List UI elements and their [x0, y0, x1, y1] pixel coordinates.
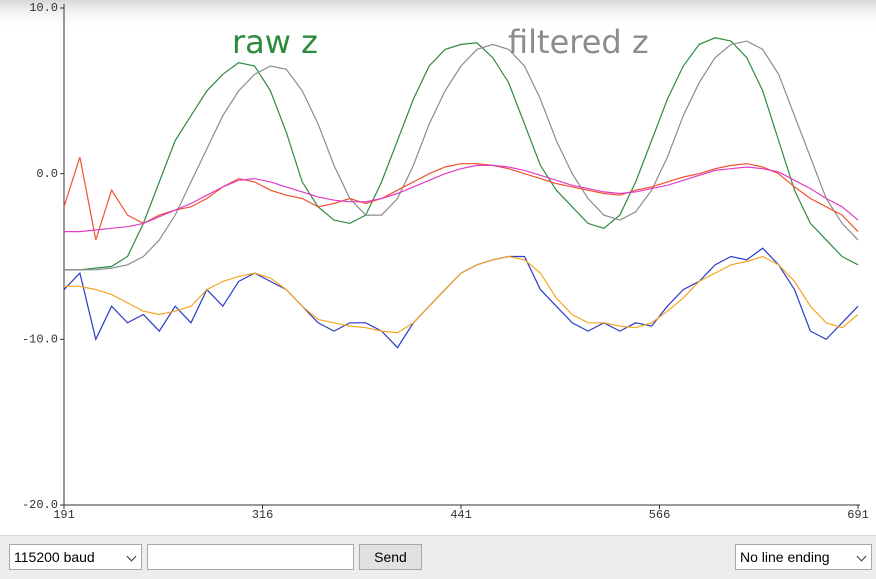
- series-line: [64, 40, 859, 271]
- y-tick-label: -20.0: [22, 498, 58, 512]
- line-ending-select[interactable]: No line ending: [735, 544, 872, 570]
- y-tick-label: 0.0: [36, 167, 58, 181]
- message-input[interactable]: [147, 544, 354, 570]
- line-ending-text: No line ending: [740, 549, 830, 565]
- control-bar: 115200 baud Send No line ending: [0, 535, 876, 579]
- y-tick-label: 10.0: [29, 1, 58, 15]
- send-text: Send: [374, 549, 407, 565]
- series-line: [63, 156, 859, 241]
- top-shade: [0, 0, 876, 30]
- send-button[interactable]: Send: [359, 544, 422, 570]
- y-tick-label: -10.0: [22, 333, 58, 347]
- series-line: [64, 255, 859, 334]
- x-tick-label: 316: [252, 508, 274, 522]
- x-tick-label: 441: [450, 508, 472, 522]
- series-line: [64, 164, 859, 233]
- series-label: filtered z: [508, 23, 649, 61]
- baud-text: 115200 baud: [14, 549, 95, 565]
- x-tick-label: 566: [649, 508, 671, 522]
- baud-select[interactable]: 115200 baud: [9, 544, 142, 570]
- x-tick-label: 191: [53, 508, 75, 522]
- series-label: raw z: [232, 23, 318, 61]
- series-line: [64, 37, 859, 271]
- x-tick-label: 691: [847, 508, 869, 522]
